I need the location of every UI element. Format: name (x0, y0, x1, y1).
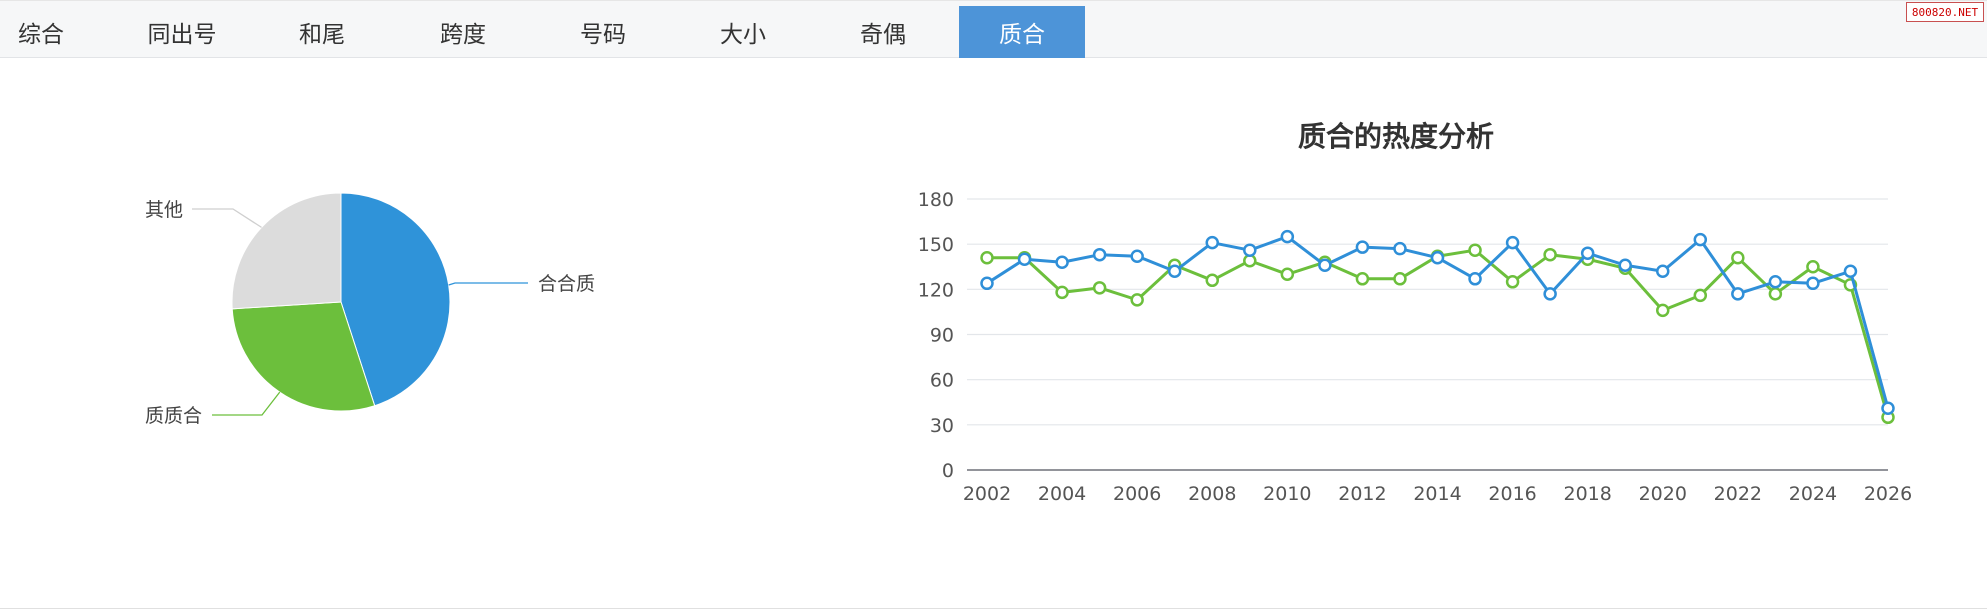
data-point[interactable] (1505, 235, 1520, 250)
data-point[interactable] (1280, 229, 1295, 244)
data-point[interactable] (1055, 285, 1069, 300)
tab-haoma[interactable]: 号码 (580, 22, 626, 48)
data-point[interactable] (980, 276, 994, 291)
x-tick-label: 2002 (963, 483, 1011, 505)
data-point[interactable] (1092, 281, 1107, 295)
tab-kuadu[interactable]: 跨度 (440, 22, 486, 48)
y-tick-label: 90 (930, 325, 954, 347)
data-point[interactable] (1130, 249, 1144, 263)
tab-daxiao[interactable]: 大小 (720, 22, 766, 48)
data-point[interactable] (1731, 250, 1745, 265)
data-point[interactable] (1881, 401, 1895, 416)
pie-slice-label: 合合质 (538, 273, 595, 295)
y-tick-label: 180 (918, 189, 954, 211)
data-point[interactable] (1205, 273, 1219, 288)
data-point[interactable] (1768, 287, 1783, 301)
pie-label-line (212, 391, 281, 416)
pie-slice-label: 质质合 (145, 405, 202, 427)
data-point[interactable] (1355, 240, 1370, 254)
y-tick-label: 120 (918, 279, 954, 301)
y-tick-label: 60 (930, 370, 954, 392)
data-point[interactable] (1656, 303, 1670, 318)
pie-slice[interactable] (231, 301, 376, 412)
data-point[interactable] (1806, 276, 1820, 291)
pie-slice[interactable] (340, 192, 451, 407)
data-point[interactable] (1092, 247, 1107, 262)
data-point[interactable] (1280, 267, 1295, 282)
y-tick-label: 0 (942, 460, 954, 482)
data-point[interactable] (1731, 287, 1745, 301)
data-point[interactable] (1693, 232, 1708, 247)
x-tick-label: 2026 (1864, 483, 1912, 505)
y-tick-label: 150 (918, 234, 954, 256)
pie-label-line (192, 208, 262, 228)
tab-tongchuhao[interactable]: 同出号 (147, 22, 217, 48)
data-point[interactable] (1806, 260, 1820, 274)
x-tick-label: 2016 (1488, 483, 1536, 505)
x-tick-label: 2022 (1714, 483, 1762, 505)
data-point[interactable] (1355, 272, 1370, 286)
pie-label-line (448, 282, 528, 286)
data-point[interactable] (1393, 241, 1407, 256)
tab-zonghe[interactable]: 综合 (18, 22, 64, 48)
data-point[interactable] (1055, 255, 1069, 269)
line-chart: 质合的热度分析 0 30 60 90 120 150 180 2002 2004 2006 2008… (918, 120, 1912, 505)
data-point[interactable] (1505, 275, 1520, 289)
data-point[interactable] (1205, 235, 1219, 250)
data-point[interactable] (1243, 243, 1257, 257)
data-point[interactable] (1468, 272, 1482, 286)
data-point[interactable] (1618, 258, 1632, 272)
data-point[interactable] (1543, 247, 1557, 262)
tab-bar: 综合 同出号 和尾 跨度 号码 大小 奇偶 质合 800820.NET (0, 0, 1987, 58)
tab-zhihe[interactable]: 质合 (959, 6, 1085, 58)
tab-hewei[interactable]: 和尾 (299, 22, 345, 48)
watermark-badge: 800820.NET (1906, 2, 1984, 22)
series-line (987, 248, 1890, 418)
x-tick-label: 2024 (1789, 483, 1837, 505)
line-chart-title: 质合的热度分析 (1298, 120, 1494, 153)
x-tick-label: 2018 (1563, 483, 1611, 505)
data-point[interactable] (1693, 288, 1708, 303)
data-point[interactable] (1468, 243, 1482, 257)
x-tick-label: 2010 (1263, 483, 1311, 505)
data-point[interactable] (1768, 275, 1783, 289)
data-point[interactable] (1167, 264, 1182, 279)
x-tick-label: 2020 (1639, 483, 1687, 505)
data-point[interactable] (1318, 258, 1332, 272)
data-point[interactable] (980, 250, 994, 265)
pie-slice-label: 其他 (145, 199, 183, 221)
data-point[interactable] (1130, 293, 1144, 307)
data-point[interactable] (1580, 246, 1595, 260)
y-tick-label: 30 (930, 415, 954, 437)
x-tick-label: 2012 (1338, 483, 1386, 505)
data-point[interactable] (1543, 287, 1557, 301)
data-point[interactable] (1393, 272, 1407, 286)
x-tick-label: 2014 (1413, 483, 1461, 505)
data-point[interactable] (1017, 252, 1032, 266)
bottom-divider (0, 608, 1987, 609)
data-point[interactable] (1843, 264, 1858, 279)
data-point[interactable] (1430, 250, 1445, 265)
x-tick-label: 2008 (1188, 483, 1236, 505)
pie-slice[interactable] (231, 192, 342, 310)
x-tick-label: 2006 (1113, 483, 1161, 505)
tab-jiou[interactable]: 奇偶 (860, 22, 906, 48)
x-tick-label: 2004 (1038, 483, 1086, 505)
data-point[interactable] (1656, 264, 1670, 279)
